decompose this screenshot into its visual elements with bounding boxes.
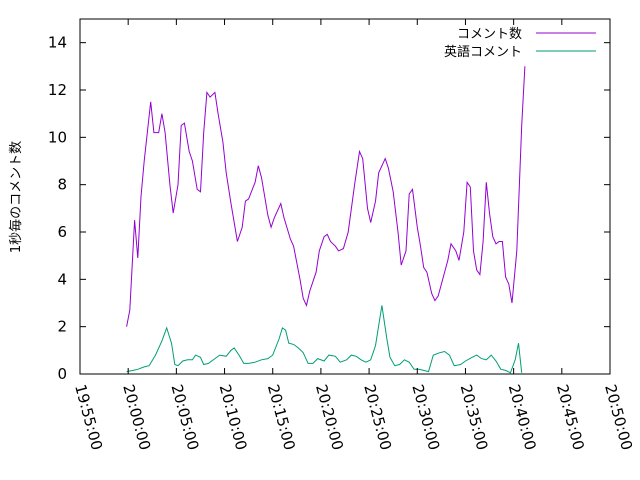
y-tick-label: 0 [57, 365, 67, 383]
y-tick-label: 14 [48, 34, 67, 52]
legend-label-2: 英語コメント [444, 44, 522, 60]
x-tick-label: 20:40:00 [505, 382, 540, 452]
x-tick-label: 19:55:00 [71, 382, 106, 452]
x-tick-label: 20:30:00 [408, 382, 443, 452]
legend-label-1: コメント数 [457, 27, 522, 42]
x-tick-label: 20:45:00 [553, 382, 588, 452]
x-tick-label: 20:05:00 [167, 382, 202, 452]
x-tick-label: 20:10:00 [216, 382, 251, 452]
y-axis-label: 1秒毎のコメント数 [8, 141, 24, 253]
x-tick-label: 20:50:00 [601, 382, 636, 452]
y-tick-label: 2 [57, 318, 67, 336]
y-tick-label: 10 [48, 128, 67, 146]
series-line-1 [126, 66, 526, 327]
x-tick-label: 20:00:00 [119, 382, 154, 452]
y-tick-label: 8 [57, 176, 67, 194]
series-line-2 [126, 305, 523, 374]
x-tick-label: 20:25:00 [360, 382, 395, 452]
x-tick-label: 20:20:00 [312, 382, 347, 452]
x-tick-label: 20:15:00 [264, 382, 299, 452]
x-tick-label: 20:35:00 [457, 382, 492, 452]
plot-area [126, 66, 526, 374]
y-tick-label: 4 [57, 270, 67, 288]
y-tick-label: 6 [57, 223, 67, 241]
y-tick-label: 12 [48, 81, 67, 99]
plot-frame [79, 18, 611, 375]
